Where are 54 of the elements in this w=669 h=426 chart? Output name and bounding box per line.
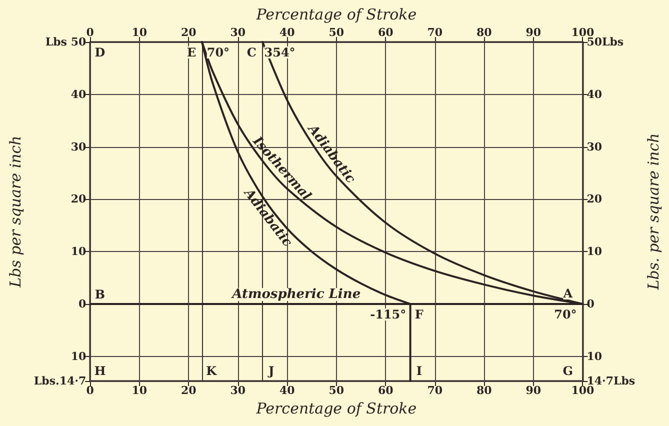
y2-tick-label: 30 bbox=[586, 140, 602, 154]
annotation: D bbox=[94, 45, 106, 60]
annotation: 354° bbox=[264, 45, 296, 60]
annotation: G bbox=[562, 364, 574, 378]
x-tick-label: 60 bbox=[378, 384, 394, 397]
annotation: C bbox=[246, 45, 256, 60]
x-tick-label: 50 bbox=[328, 384, 344, 397]
x-tick-label: 90 bbox=[526, 384, 542, 397]
x2-tick-label: 50 bbox=[328, 26, 344, 39]
y2-tick-label: 40 bbox=[586, 88, 602, 101]
annotation: 70° bbox=[206, 45, 230, 60]
y2-axis-title: Lbs. per square inch bbox=[644, 133, 662, 291]
annotation: K bbox=[206, 364, 218, 378]
annotation: -115° bbox=[370, 307, 406, 322]
x-tick-label: 0 bbox=[86, 384, 94, 397]
x-tick-label: 70 bbox=[427, 384, 443, 397]
y2-tick-label: 20 bbox=[586, 192, 602, 206]
x-axis-title: Percentage of Stroke bbox=[255, 400, 417, 418]
annotation: E bbox=[187, 45, 196, 60]
x-tick-label: 20 bbox=[180, 384, 197, 397]
y-tick-label: 10 bbox=[70, 350, 86, 363]
annotation: B bbox=[94, 288, 106, 302]
x2-tick-label: 30 bbox=[230, 26, 246, 39]
x2-tick-label: 80 bbox=[476, 26, 492, 39]
x2-axis-title: Percentage of Stroke bbox=[255, 6, 417, 24]
y2-tick-label: 10 bbox=[586, 245, 602, 258]
x2-tick-label: 20 bbox=[180, 26, 197, 39]
y-tick-label: Lbs.14·7 bbox=[34, 374, 86, 388]
annotation: H bbox=[94, 364, 106, 378]
x2-tick-label: 0 bbox=[86, 26, 94, 39]
x2-tick-label: 70 bbox=[427, 26, 443, 39]
ref-line-label: Atmospheric Line bbox=[230, 286, 361, 302]
x-tick-label: 30 bbox=[230, 384, 246, 397]
x-tick-label: 40 bbox=[280, 384, 296, 397]
y-tick-label: 30 bbox=[70, 140, 86, 154]
annotation: 70° bbox=[554, 307, 577, 322]
x-tick-label: 10 bbox=[132, 384, 148, 397]
y-tick-label: Lbs 50 bbox=[45, 36, 86, 48]
y-tick-label: 0 bbox=[78, 297, 86, 310]
y2-tick-label: 0 bbox=[586, 297, 595, 310]
y-axis-title: Lbs per square inch bbox=[6, 136, 24, 288]
y-tick-label: 40 bbox=[70, 88, 86, 101]
annotation: J bbox=[268, 364, 275, 378]
annotation: A bbox=[562, 286, 574, 300]
y-tick-label: 10 bbox=[70, 245, 86, 258]
y2-tick-label: 10 bbox=[586, 350, 602, 363]
x2-tick-label: 40 bbox=[280, 26, 296, 39]
annotation: F bbox=[414, 307, 424, 322]
annotation: I bbox=[416, 364, 422, 378]
x2-tick-label: 60 bbox=[378, 26, 394, 39]
x2-tick-label: 10 bbox=[132, 26, 148, 39]
y-tick-label: 20 bbox=[70, 192, 86, 206]
x2-tick-label: 90 bbox=[526, 26, 542, 39]
x-tick-label: 80 bbox=[476, 384, 492, 397]
